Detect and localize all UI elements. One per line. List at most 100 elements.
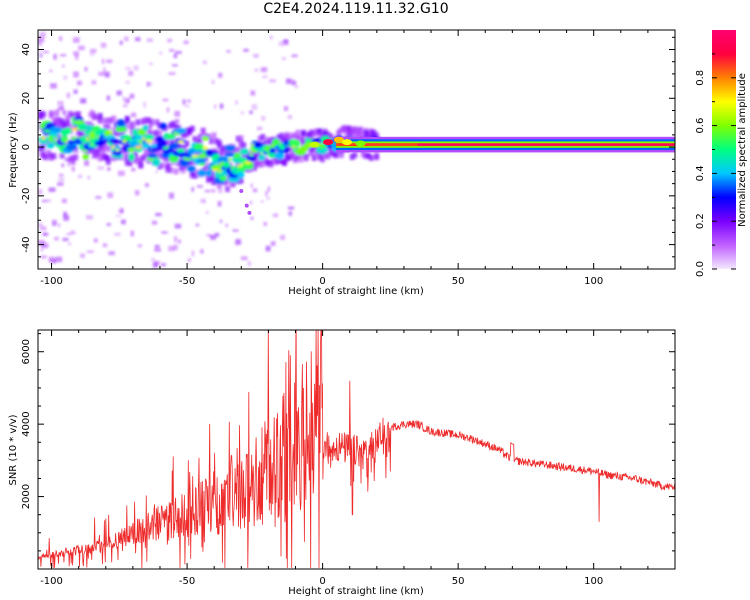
spectrogram-ridge-cell bbox=[78, 123, 87, 131]
spectrogram-y-axis-label: Frequency (Hz) bbox=[8, 112, 19, 188]
spectrogram-halo-cell bbox=[154, 119, 160, 126]
spectrogram-halo-cell bbox=[105, 124, 111, 131]
spectrogram-ridge-core bbox=[202, 146, 209, 150]
spectrogram-ridge-core bbox=[122, 139, 127, 143]
spectrogram-noise-cell bbox=[243, 48, 249, 52]
spectrogram-noise-cell bbox=[130, 112, 137, 118]
spectrogram-ridge-cell bbox=[176, 148, 185, 153]
spectrogram-halo-cell bbox=[268, 159, 274, 166]
spectrogram-halo-cell bbox=[303, 155, 309, 162]
spectrogram-noise-cell bbox=[211, 188, 216, 193]
snr-series-line bbox=[38, 330, 675, 568]
spectrogram-halo-cell bbox=[132, 157, 138, 164]
spectrogram-halo-cell bbox=[65, 115, 71, 122]
spectrogram-noise-cell bbox=[38, 223, 43, 227]
spectrogram-noise-cell bbox=[134, 190, 140, 196]
spectrogram-noise-cell bbox=[40, 226, 47, 231]
spectrogram-halo-cell bbox=[344, 125, 350, 132]
y-tick-label: -40 bbox=[21, 236, 32, 252]
spectrogram-halo-cell bbox=[192, 172, 198, 179]
spectrogram-ridge-cell bbox=[233, 152, 241, 160]
spectrogram-noise-cell bbox=[175, 50, 182, 54]
spectrogram-noise-cell bbox=[59, 173, 64, 177]
spectrogram-halo-cell bbox=[338, 151, 344, 158]
spectrogram-noise-cell bbox=[131, 167, 136, 172]
spectrogram-halo-cell bbox=[138, 162, 144, 169]
spectrogram-halo-cell bbox=[322, 152, 328, 159]
spectrogram-halo-cell bbox=[149, 119, 155, 126]
spectrogram-noise-cell bbox=[282, 40, 288, 43]
spectrogram-halo-cell bbox=[111, 155, 117, 162]
spectrogram-noise-cell bbox=[86, 250, 94, 253]
spectrogram-halo-cell bbox=[181, 145, 187, 152]
spectrogram-halo-cell bbox=[206, 133, 212, 140]
spectrogram-halo-cell bbox=[314, 128, 320, 135]
spectrogram-noise-cell bbox=[269, 79, 276, 83]
spectrogram-noise-cell bbox=[219, 219, 223, 223]
spectrogram-hot-blob bbox=[355, 140, 366, 147]
spectrogram-noise-cell bbox=[62, 64, 65, 68]
spectrogram-halo-cell bbox=[287, 154, 293, 161]
spectrogram-halo-cell bbox=[173, 124, 179, 131]
spectrogram-noise-cell bbox=[159, 52, 163, 55]
spectrogram-noise-cell bbox=[43, 50, 49, 54]
spectrogram-noise-cell bbox=[149, 62, 153, 65]
spectrogram-noise-cell bbox=[66, 233, 72, 236]
spectrogram-ridge-cell bbox=[247, 154, 256, 160]
spectrogram-halo-cell bbox=[322, 130, 328, 137]
spectrogram-ridge-core bbox=[290, 145, 297, 149]
spectrogram-noise-cell bbox=[187, 258, 191, 262]
spectrogram-noise-cell bbox=[196, 185, 203, 188]
spectrogram-halo-cell bbox=[368, 131, 374, 138]
spectrogram-halo-cell bbox=[344, 128, 350, 135]
spectrogram-ridge-core bbox=[177, 140, 185, 144]
spectrogram-halo-cell bbox=[146, 151, 152, 158]
spectrogram-noise-cell bbox=[254, 68, 259, 72]
spectrogram-noise-cell bbox=[57, 182, 64, 186]
spectrogram-halo-cell bbox=[347, 131, 353, 138]
spectrogram-noise-cell bbox=[287, 206, 295, 210]
spectrogram-noise-cell bbox=[40, 248, 44, 252]
spectrogram-halo-cell bbox=[113, 141, 119, 148]
spectrogram-halo-cell bbox=[111, 115, 117, 122]
spectrogram-ridge-cell bbox=[241, 163, 254, 170]
spectrogram-halo-cell bbox=[363, 130, 369, 137]
spectrogram-noise-cell bbox=[60, 54, 67, 57]
spectrogram-x-ticks: -100 -50 0 50 100 bbox=[40, 30, 676, 287]
spectrogram-noise-cell bbox=[73, 89, 78, 94]
spectrogram-noise-cell bbox=[122, 96, 125, 101]
spectrogram-halo-cell bbox=[262, 140, 268, 147]
spectrogram-halo-cell bbox=[374, 132, 380, 139]
spectrogram-noise-cell bbox=[180, 170, 187, 174]
spectrogram-halo-cell bbox=[116, 129, 122, 136]
spectrogram-noise-cell bbox=[59, 36, 63, 41]
spectrogram-ridge-cell bbox=[46, 142, 55, 149]
spectrogram-halo-cell bbox=[300, 138, 306, 145]
spectrogram-halo-cell bbox=[48, 112, 54, 119]
spectrogram-halo-cell bbox=[328, 133, 334, 140]
spectrogram-noise-cell bbox=[155, 170, 158, 174]
spectrogram-halo-cell bbox=[200, 128, 206, 135]
spectrogram-ridge-cell bbox=[268, 153, 277, 159]
spectrogram-noise-cell bbox=[78, 45, 85, 51]
spectrogram-halo-cell bbox=[300, 130, 306, 137]
x-tick-label: -100 bbox=[40, 576, 63, 587]
y-tick-label: 40 bbox=[21, 43, 32, 56]
spectrogram-noise-cell bbox=[117, 170, 125, 176]
colorbar-tick-label: 0.4 bbox=[695, 165, 706, 181]
spectrogram-halo-cell bbox=[352, 131, 358, 138]
snr-x-ticks: -100 -50 0 50 100 bbox=[40, 330, 676, 587]
spectrogram-halo-cell bbox=[73, 111, 79, 118]
spectrogram-noise-cell bbox=[226, 50, 231, 53]
spectrogram-halo-cell bbox=[135, 158, 141, 165]
spectrogram-halo-cell bbox=[189, 125, 195, 132]
spectrogram-noise-cell bbox=[67, 160, 70, 167]
spectrogram-noise-cell bbox=[129, 93, 135, 99]
spectrogram-ridge-cell bbox=[116, 119, 126, 127]
spectrogram-halo-cell bbox=[216, 182, 222, 189]
spectrogram-noise-cell bbox=[235, 100, 238, 105]
spectrogram-noise-cell bbox=[169, 49, 175, 52]
spectrogram-halo-cell bbox=[233, 148, 239, 155]
snr-panel: -100 -50 0 50 100 2000 4000 6000 Height of str… bbox=[8, 329, 676, 597]
spectrogram-noise-cell bbox=[62, 237, 69, 242]
